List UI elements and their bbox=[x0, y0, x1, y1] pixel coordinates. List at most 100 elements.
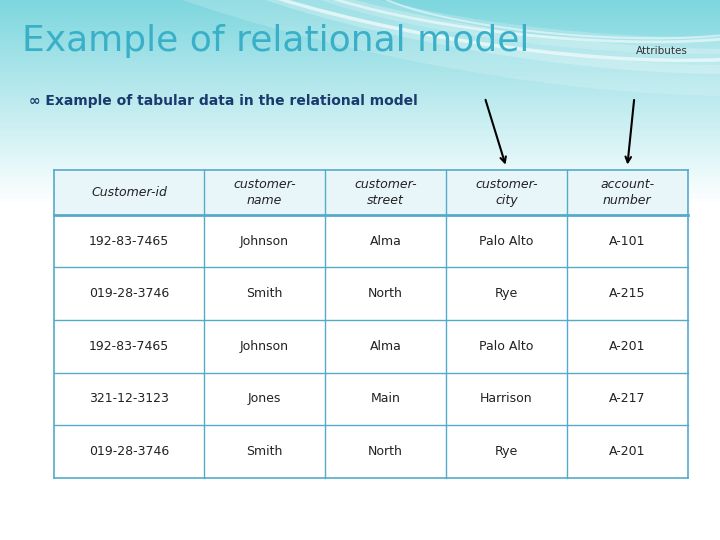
Bar bbox=[0, 83, 720, 85]
Bar bbox=[0, 85, 720, 86]
Bar bbox=[0, 501, 720, 502]
Bar bbox=[0, 378, 720, 380]
Bar bbox=[0, 42, 720, 43]
Bar bbox=[0, 92, 720, 93]
Bar bbox=[0, 511, 720, 513]
Bar bbox=[0, 245, 720, 247]
Bar bbox=[0, 29, 720, 31]
Bar bbox=[0, 38, 720, 39]
Bar bbox=[0, 299, 720, 301]
Bar bbox=[0, 491, 720, 493]
Bar bbox=[0, 479, 720, 481]
Bar bbox=[0, 184, 720, 185]
Bar bbox=[0, 474, 720, 475]
Bar bbox=[0, 187, 720, 189]
Bar bbox=[0, 275, 720, 277]
Bar bbox=[0, 450, 720, 452]
Bar bbox=[0, 167, 720, 169]
Bar bbox=[0, 248, 720, 250]
Bar bbox=[0, 113, 720, 115]
Bar bbox=[0, 128, 720, 130]
Bar bbox=[0, 162, 720, 164]
Bar bbox=[0, 227, 720, 228]
Bar bbox=[0, 376, 720, 378]
Bar bbox=[0, 160, 720, 162]
Bar bbox=[0, 292, 720, 293]
Bar bbox=[0, 293, 720, 295]
Bar bbox=[0, 221, 720, 223]
Bar bbox=[0, 306, 720, 308]
Bar bbox=[0, 463, 720, 464]
Bar bbox=[0, 437, 720, 439]
Bar bbox=[0, 258, 720, 259]
Bar bbox=[0, 178, 720, 180]
Bar bbox=[0, 328, 720, 329]
Bar bbox=[0, 164, 720, 166]
Bar bbox=[0, 76, 720, 77]
Text: Palo Alto: Palo Alto bbox=[479, 340, 534, 353]
Bar bbox=[0, 252, 720, 254]
Bar bbox=[0, 11, 720, 12]
Bar bbox=[0, 282, 720, 285]
Bar bbox=[0, 0, 720, 2]
Bar bbox=[0, 393, 720, 394]
Bar bbox=[0, 239, 720, 241]
Bar bbox=[0, 133, 720, 135]
Bar bbox=[0, 308, 720, 309]
Bar bbox=[0, 218, 720, 220]
Bar bbox=[0, 18, 720, 20]
Bar bbox=[0, 96, 720, 97]
Bar bbox=[0, 425, 720, 427]
Bar bbox=[0, 358, 720, 360]
Bar bbox=[0, 285, 720, 286]
Bar bbox=[0, 513, 720, 515]
Bar bbox=[0, 209, 720, 211]
Text: Rye: Rye bbox=[495, 445, 518, 458]
Bar bbox=[0, 90, 720, 92]
Bar bbox=[0, 117, 720, 119]
Text: customer-
name: customer- name bbox=[233, 178, 296, 207]
Bar bbox=[0, 346, 720, 347]
Text: Harrison: Harrison bbox=[480, 393, 533, 406]
Bar bbox=[0, 72, 720, 74]
Bar bbox=[0, 225, 720, 227]
Bar bbox=[0, 482, 720, 484]
Bar bbox=[0, 389, 720, 390]
Text: A-215: A-215 bbox=[609, 287, 645, 300]
Bar bbox=[0, 36, 720, 38]
Bar bbox=[0, 241, 720, 243]
Bar bbox=[0, 174, 720, 177]
Text: customer-
city: customer- city bbox=[475, 178, 538, 207]
Bar bbox=[0, 207, 720, 209]
Bar bbox=[0, 528, 720, 529]
Bar bbox=[0, 52, 720, 54]
Text: A-217: A-217 bbox=[609, 393, 645, 406]
Bar bbox=[0, 536, 720, 538]
Bar bbox=[0, 20, 720, 22]
Bar bbox=[0, 268, 720, 270]
Bar bbox=[0, 457, 720, 459]
Bar bbox=[0, 329, 720, 331]
Bar bbox=[0, 417, 720, 420]
Text: Jones: Jones bbox=[248, 393, 282, 406]
Text: North: North bbox=[368, 445, 403, 458]
Bar bbox=[0, 155, 720, 157]
Bar bbox=[0, 4, 720, 5]
Bar bbox=[0, 390, 720, 393]
Bar bbox=[0, 455, 720, 457]
Bar bbox=[0, 259, 720, 261]
Bar bbox=[0, 369, 720, 371]
Bar bbox=[0, 371, 720, 373]
Bar bbox=[0, 238, 720, 239]
Bar bbox=[0, 198, 720, 200]
Bar bbox=[0, 493, 720, 495]
Bar bbox=[0, 394, 720, 396]
Bar bbox=[0, 232, 720, 234]
Bar bbox=[0, 461, 720, 463]
Bar bbox=[0, 12, 720, 15]
Bar bbox=[0, 88, 720, 90]
Bar bbox=[0, 481, 720, 482]
Bar bbox=[0, 468, 720, 470]
Bar bbox=[0, 193, 720, 194]
Bar bbox=[0, 130, 720, 131]
